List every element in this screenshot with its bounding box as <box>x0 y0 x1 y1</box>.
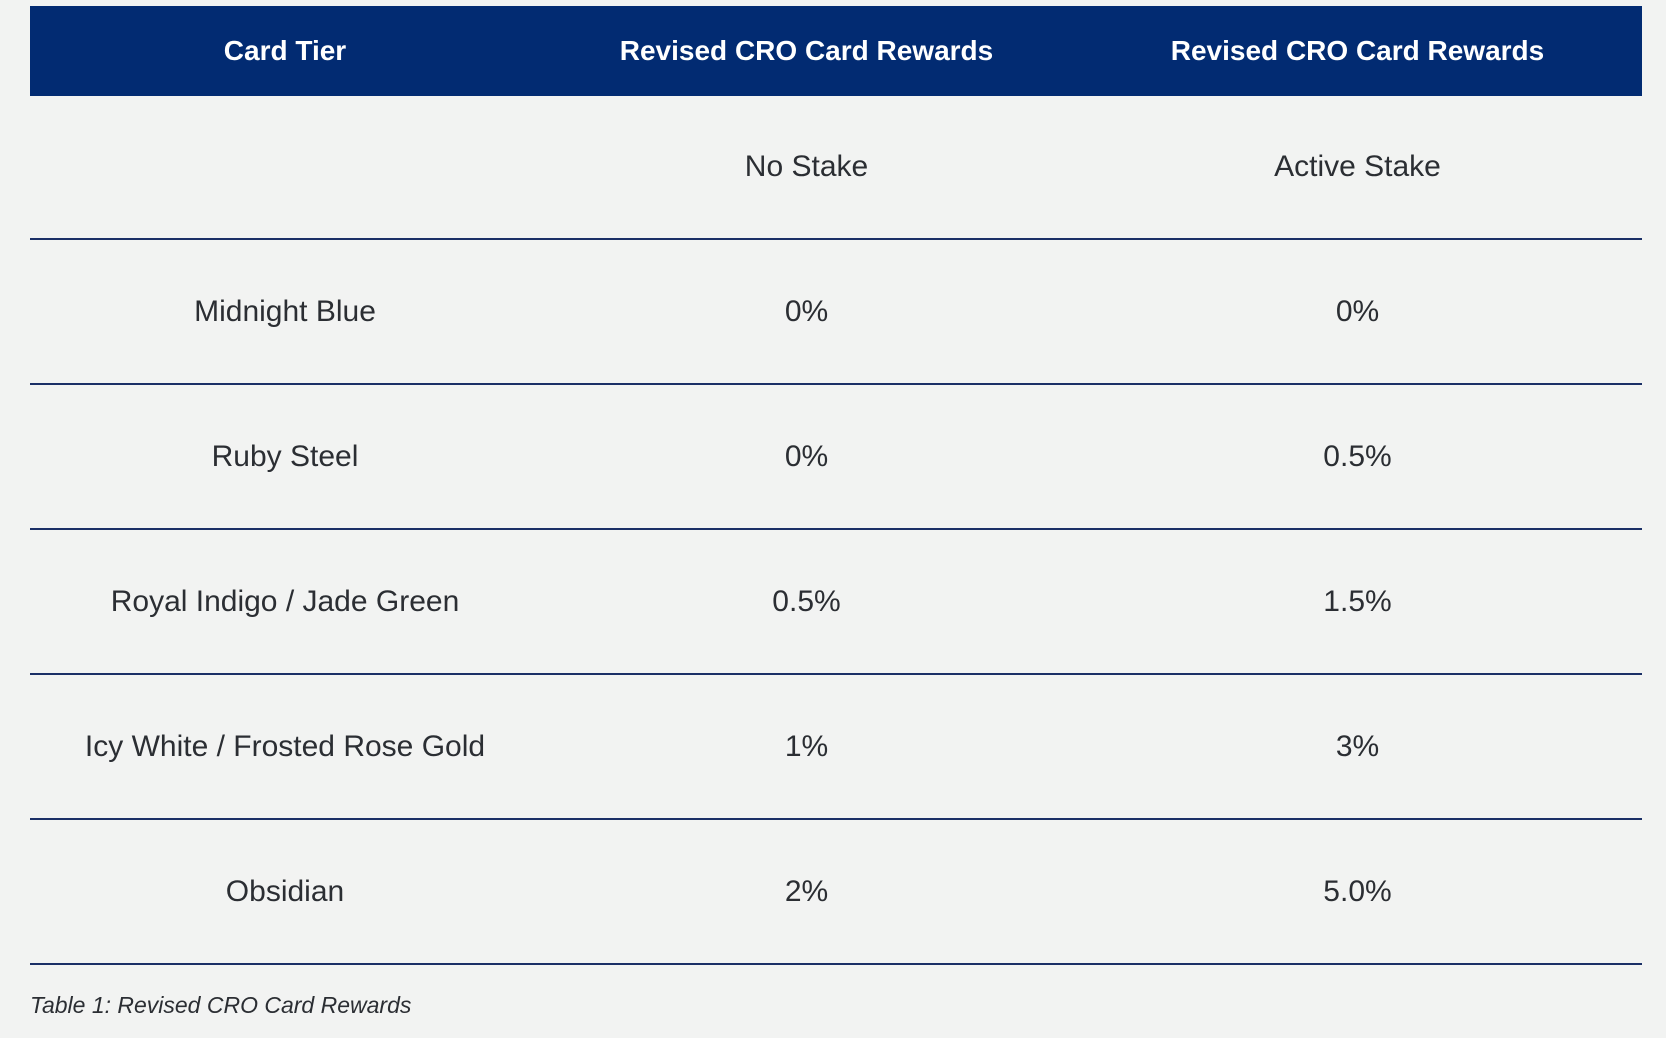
card-tier-cell: Obsidian <box>30 819 540 965</box>
table-caption: Table 1: Revised CRO Card Rewards <box>30 992 412 1018</box>
header-row: Card Tier Revised CRO Card Rewards Revis… <box>30 6 1642 96</box>
card-tier-cell: Ruby Steel <box>30 384 540 530</box>
card-tier-cell: Midnight Blue <box>30 239 540 385</box>
table-header: Card Tier Revised CRO Card Rewards Revis… <box>30 6 1642 96</box>
subheader-cell: Active Stake <box>1073 96 1642 240</box>
table-row: Ruby Steel 0% 0.5% <box>30 384 1642 530</box>
table-row: Midnight Blue 0% 0% <box>30 239 1642 385</box>
no-stake-cell: 0.5% <box>540 529 1073 675</box>
header-card-tier: Card Tier <box>30 6 540 96</box>
subheader-row: No Stake Active Stake <box>30 96 1642 240</box>
card-tier-cell: Royal Indigo / Jade Green <box>30 529 540 675</box>
no-stake-cell: 1% <box>540 674 1073 820</box>
header-rewards-active-stake: Revised CRO Card Rewards <box>1073 6 1642 96</box>
table-row: Obsidian 2% 5.0% <box>30 819 1642 965</box>
subheader-cell <box>30 96 540 240</box>
active-stake-cell: 0% <box>1073 239 1642 385</box>
table-row: Royal Indigo / Jade Green 0.5% 1.5% <box>30 529 1642 675</box>
no-stake-cell: 2% <box>540 819 1073 965</box>
table-row: Icy White / Frosted Rose Gold 1% 3% <box>30 674 1642 820</box>
no-stake-cell: 0% <box>540 239 1073 385</box>
table-body: No Stake Active Stake Midnight Blue 0% 0… <box>30 96 1642 965</box>
subheader-cell: No Stake <box>540 96 1073 240</box>
active-stake-cell: 1.5% <box>1073 529 1642 675</box>
active-stake-cell: 0.5% <box>1073 384 1642 530</box>
card-tier-cell: Icy White / Frosted Rose Gold <box>30 674 540 820</box>
active-stake-cell: 5.0% <box>1073 819 1642 965</box>
active-stake-cell: 3% <box>1073 674 1642 820</box>
rewards-table: Card Tier Revised CRO Card Rewards Revis… <box>30 6 1642 965</box>
header-rewards-no-stake: Revised CRO Card Rewards <box>540 6 1073 96</box>
no-stake-cell: 0% <box>540 384 1073 530</box>
rewards-table-container: Card Tier Revised CRO Card Rewards Revis… <box>30 6 1642 965</box>
